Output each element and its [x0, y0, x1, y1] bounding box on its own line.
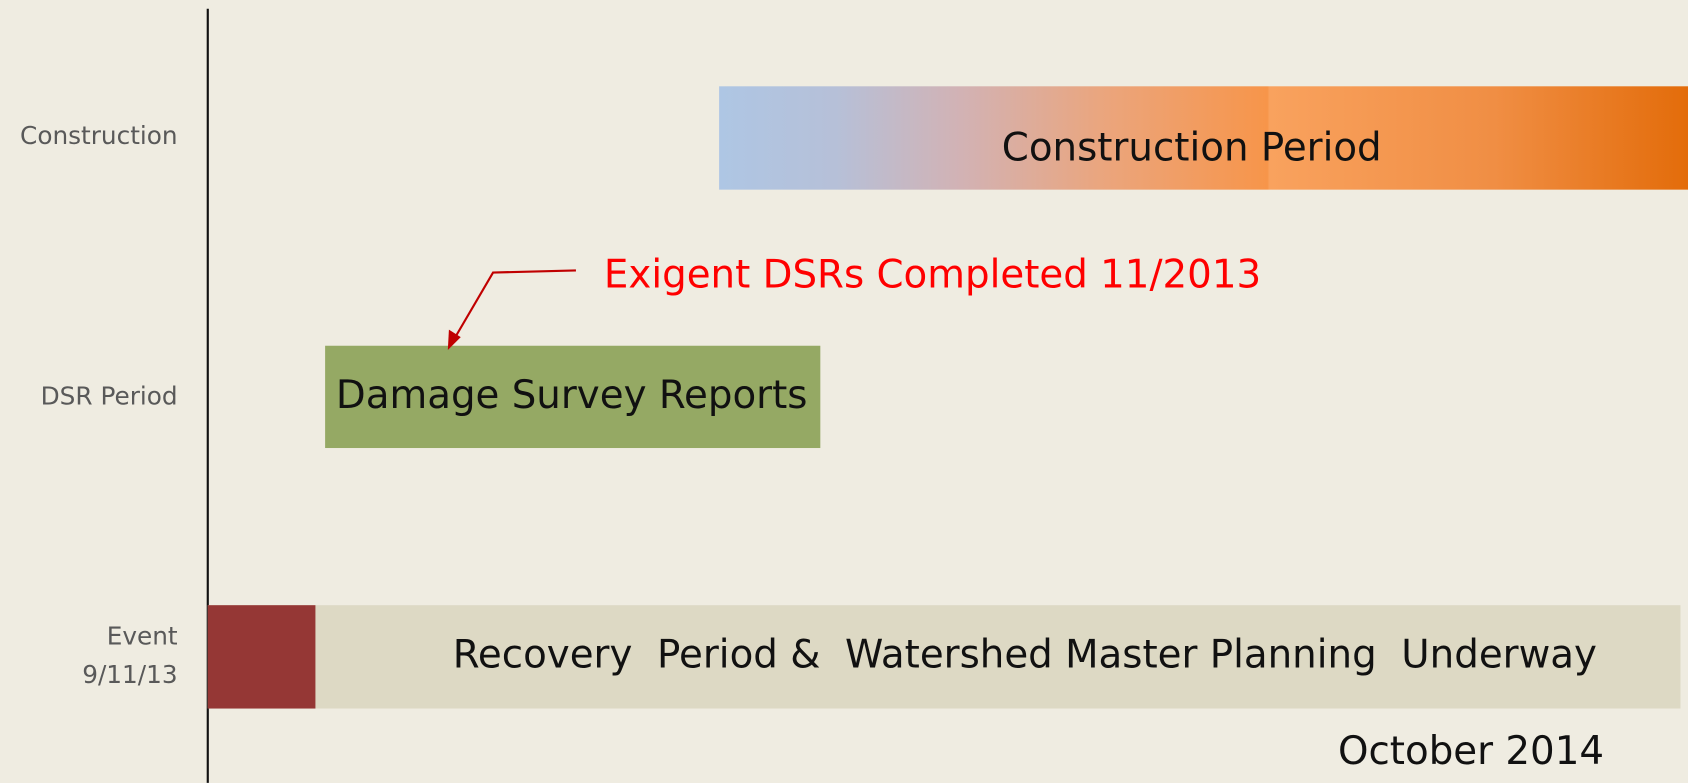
- event-marker: [207, 605, 316, 709]
- row-label: 9/11/13: [82, 660, 177, 689]
- recovery-bar: [207, 605, 1681, 709]
- construction-bar: [719, 86, 1688, 190]
- arrow: [451, 269, 576, 344]
- arrow-head: [447, 329, 461, 351]
- bar-label: Damage Survey Reports: [336, 373, 808, 418]
- row-label: DSR Period: [41, 381, 178, 410]
- dsr-bar: [325, 345, 821, 449]
- row-label: Construction: [20, 121, 178, 150]
- bar-label: Construction Period: [1002, 125, 1382, 170]
- annotation: Exigent DSRs Completed 11/2013: [604, 252, 1261, 297]
- date-label: October 2014: [1338, 729, 1604, 774]
- row-label: Event: [107, 621, 178, 650]
- bar-label: Recovery Period & Watershed Master Plann…: [453, 632, 1597, 677]
